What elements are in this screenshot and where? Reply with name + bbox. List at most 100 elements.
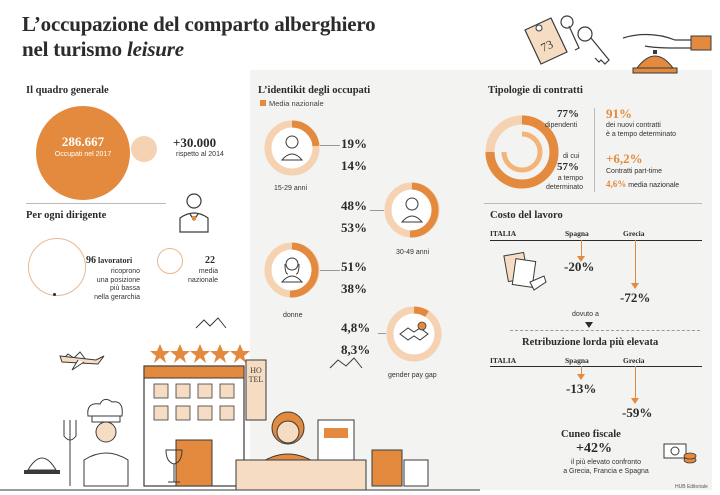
cloche-icon	[24, 457, 60, 474]
hotel-sign-text: HOTEL	[248, 366, 264, 384]
occupati-value: 286.667	[61, 134, 105, 149]
connector-15-29	[320, 145, 340, 146]
hotel-stars	[150, 344, 250, 363]
connector-gender	[378, 333, 386, 334]
national-gender: 8,3%	[341, 342, 371, 357]
dovuto-arrow	[585, 322, 593, 328]
retr-bar-grecia	[635, 366, 636, 400]
title-line-2: nel turismo leisure	[22, 37, 184, 61]
connector-30-49	[370, 210, 384, 211]
coins-icon	[663, 443, 697, 464]
value-30-49: 48%	[341, 198, 367, 213]
pt-national: 4,6% media nazionale	[606, 179, 680, 189]
airplane-icon	[59, 355, 105, 371]
group-label-30-49: 30-49 anni	[396, 249, 430, 256]
manager-icon	[179, 193, 209, 233]
delta-value: +30.000	[173, 135, 217, 150]
ring-donne	[264, 242, 320, 298]
value-gender: 4,8%	[341, 320, 371, 335]
connector-donne	[320, 270, 340, 271]
wine-glass-icon	[165, 449, 183, 483]
costo-col-grecia: Grecia	[623, 229, 645, 238]
costo-heading: Costo del lavoro	[490, 210, 563, 221]
handshake-icon	[399, 321, 429, 341]
workers-dot	[53, 293, 56, 296]
delta-label: rispetto al 2014	[176, 151, 224, 158]
tablet-icon	[317, 419, 355, 467]
workers-value: 96 lavoratori	[86, 255, 133, 266]
identikit-legend: Media nazionale	[260, 99, 324, 108]
national-donne: 38%	[341, 281, 367, 296]
adult-person-icon	[400, 197, 424, 223]
retr-axis	[490, 366, 702, 367]
suitcase-icon	[371, 449, 429, 487]
reception-desk	[235, 459, 367, 491]
chef-icon	[83, 398, 129, 487]
cuneo-desc: il più elevato confronto a Grecia, Franci…	[563, 459, 649, 475]
avg-desc: media nazionale	[188, 268, 218, 284]
service-bell-icon	[632, 50, 678, 74]
retr-bar-spagna	[581, 366, 582, 376]
contratti-ring	[485, 115, 559, 189]
tempo-det-value: 57%	[557, 161, 579, 173]
costo-spagna-value: -20%	[564, 259, 595, 274]
woman-icon	[280, 257, 304, 283]
retr-tri-grecia	[631, 398, 639, 404]
occupati-label: Occupati nel 2017	[54, 151, 112, 158]
nuovi-value: 91%	[606, 106, 632, 121]
hotel-sign	[245, 359, 267, 421]
contratti-vdivider	[594, 108, 595, 192]
young-person-icon	[280, 135, 304, 161]
retr-grecia-value: -59%	[622, 405, 653, 420]
fork-icon	[63, 420, 77, 486]
key-tag-illustration: 73	[524, 15, 712, 74]
costo-grecia-value: -72%	[620, 290, 651, 305]
costo-tri-spagna	[577, 256, 585, 262]
avg-circle	[157, 248, 183, 274]
key-tag-number: 73	[539, 37, 556, 55]
costo-bar-spagna	[581, 240, 582, 258]
retr-tri-spagna	[577, 374, 585, 380]
retr-col-grecia: Grecia	[623, 356, 645, 365]
key-tag-icon	[524, 17, 568, 65]
costo-bar-grecia	[635, 240, 636, 285]
ring-30-49	[384, 182, 440, 238]
costo-axis	[490, 240, 702, 241]
tempo-det-label: a tempo determinato	[546, 175, 583, 191]
quadro-heading: Il quadro generale	[26, 85, 109, 96]
pt-label: Contratti part-time	[606, 168, 663, 175]
retribuzione-heading: Retribuzione lorda più elevata	[522, 337, 659, 348]
costo-col-spagna: Spagna	[565, 229, 589, 238]
hand-icon	[622, 33, 712, 51]
delta-circle	[131, 136, 157, 162]
dirigente-heading: Per ogni dirigente	[26, 210, 107, 221]
dipendenti-label: dipendenti	[545, 122, 578, 129]
workers-desc: ricoprono una posizione più bassa nella ger…	[94, 268, 140, 301]
costo-col-italia: ITALIA	[490, 229, 517, 238]
cloud-icon	[329, 357, 363, 369]
nuovi-label: dei nuovi contratti è a tempo determinato	[606, 122, 677, 138]
avg-value: 22	[205, 255, 215, 266]
national-15-29: 14%	[341, 158, 367, 173]
divider-left	[26, 203, 166, 204]
title-italic: leisure	[126, 37, 184, 61]
dovuto-dash	[510, 330, 700, 331]
dovuto-label: dovuto a	[572, 311, 599, 318]
retr-col-italia: ITALIA	[490, 356, 517, 365]
identikit-heading: L’identikit degli occupati	[258, 85, 371, 96]
cuneo-heading: Cuneo fiscale	[561, 429, 621, 440]
group-label-donne: donne	[283, 312, 303, 319]
ring-15-29	[264, 120, 320, 176]
cuneo-value: +42%	[576, 441, 612, 456]
occupati-circle	[36, 106, 130, 200]
workers-circle	[28, 238, 86, 296]
credit-label: HUB Editoriale	[675, 484, 708, 490]
title-line-1: L’occupazione del comparto alberghiero	[22, 12, 376, 36]
ring-gender	[386, 306, 442, 362]
cloud-icon	[195, 317, 227, 329]
costo-tri-grecia	[631, 283, 639, 289]
value-15-29: 19%	[341, 136, 367, 151]
contratti-heading: Tipologie di contratti	[488, 85, 583, 96]
group-label-15-29: 15-29 anni	[274, 185, 308, 192]
retr-spagna-value: -13%	[566, 381, 597, 396]
